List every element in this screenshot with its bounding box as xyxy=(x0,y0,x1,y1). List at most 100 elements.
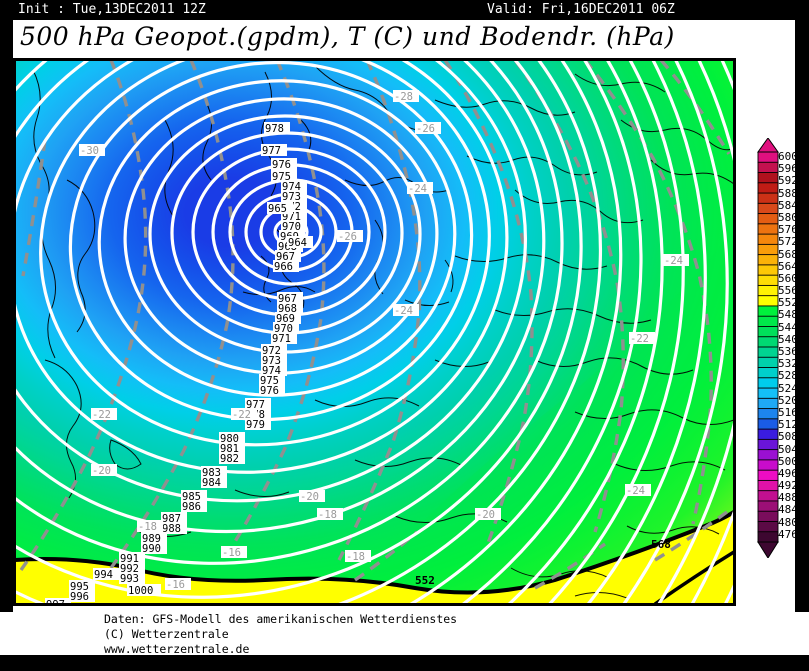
bottom-border xyxy=(0,655,809,671)
svg-text:978: 978 xyxy=(265,123,284,135)
svg-text:-20: -20 xyxy=(476,509,495,521)
colorbar-swatch xyxy=(757,346,779,359)
svg-text:982: 982 xyxy=(220,453,239,465)
colorbar-swatch xyxy=(757,202,779,215)
colorbar-tick-label: 588 xyxy=(778,186,798,200)
colorbar-tick-label: 564 xyxy=(778,259,798,273)
svg-text:1000: 1000 xyxy=(128,585,153,597)
colorbar-tick-label: 496 xyxy=(778,466,798,480)
right-border xyxy=(795,0,809,612)
colorbar-tick-label: 544 xyxy=(778,320,798,334)
colorbar-swatch xyxy=(757,295,779,307)
weather-map-canvas: 978 977 976 975 974 973 972 971 970 969 … xyxy=(15,60,734,604)
svg-text:-24: -24 xyxy=(626,485,645,497)
colorbar-tick-label: 500 xyxy=(778,454,798,468)
colorbar-swatch xyxy=(757,367,779,379)
colorbar-tick-label: 580 xyxy=(778,210,798,224)
colorbar-swatch xyxy=(757,438,779,451)
colorbar-swatch xyxy=(757,243,779,256)
colorbar-tick-label: 492 xyxy=(778,479,798,493)
colorbar-tick-label: 528 xyxy=(778,369,798,383)
colorbar-swatch xyxy=(757,326,779,338)
colorbar-swatches xyxy=(757,138,779,558)
colorbar-tick-label: 548 xyxy=(778,308,798,322)
svg-text:993: 993 xyxy=(120,573,139,585)
svg-text:552: 552 xyxy=(415,574,435,587)
svg-text:971: 971 xyxy=(272,333,291,345)
svg-text:997: 997 xyxy=(46,599,65,604)
colorbar-swatch xyxy=(757,428,779,441)
svg-text:965: 965 xyxy=(268,203,287,215)
colorbar-swatch xyxy=(757,336,779,348)
svg-text:966: 966 xyxy=(274,261,293,273)
colorbar-swatch xyxy=(757,469,779,482)
footer-website[interactable]: www.wetterzentrale.de xyxy=(104,642,250,656)
svg-text:976: 976 xyxy=(260,385,279,397)
svg-text:-26: -26 xyxy=(416,123,435,135)
colorbar-swatch xyxy=(757,264,779,276)
colorbar-swatch xyxy=(757,254,779,266)
svg-text:-20: -20 xyxy=(300,491,319,503)
svg-text:990: 990 xyxy=(142,543,161,555)
colorbar-tick-label: 516 xyxy=(778,405,798,419)
svg-text:-20: -20 xyxy=(92,465,111,477)
svg-text:-24: -24 xyxy=(408,183,427,195)
colorbar-swatch xyxy=(757,459,779,472)
page-title: 500 hPa Geopot.(gpdm), T (C) und Bodendr… xyxy=(20,22,675,51)
svg-text:979: 979 xyxy=(246,419,265,431)
svg-text:-28: -28 xyxy=(394,91,413,103)
svg-text:994: 994 xyxy=(94,569,113,581)
colorbar-swatch xyxy=(757,387,779,400)
svg-text:-22: -22 xyxy=(630,333,649,345)
colorbar-swatch xyxy=(757,305,779,318)
svg-text:-16: -16 xyxy=(222,547,241,559)
svg-text:-22: -22 xyxy=(232,409,251,421)
svg-text:-30: -30 xyxy=(80,145,99,157)
colorbar-swatch xyxy=(757,418,779,430)
colorbar-swatch xyxy=(757,172,779,184)
svg-text:996: 996 xyxy=(70,591,89,603)
svg-text:-24: -24 xyxy=(394,305,413,317)
colorbar-tick-label: 520 xyxy=(778,393,798,407)
valid-time-label: Valid: Fri,16DEC2011 06Z xyxy=(487,2,675,17)
colorbar-tick-label: 584 xyxy=(778,198,798,212)
colorbar-tick-label: 572 xyxy=(778,235,798,249)
svg-text:984: 984 xyxy=(202,477,221,489)
colorbar-swatch xyxy=(757,233,779,246)
footer-credits: Daten: GFS-Modell des amerikanischen Wet… xyxy=(104,612,704,657)
colorbar-tick-label: 592 xyxy=(778,174,798,188)
colorbar-swatch xyxy=(757,531,779,543)
footer-data-source: Daten: GFS-Modell des amerikanischen Wet… xyxy=(104,612,458,626)
init-time-label: Init : Tue,13DEC2011 12Z xyxy=(18,2,206,17)
svg-text:568: 568 xyxy=(651,538,671,551)
svg-text:-18: -18 xyxy=(138,521,157,533)
colorbar-tick-label: 576 xyxy=(778,223,798,237)
colorbar-swatch xyxy=(757,521,779,533)
colorbar-swatch xyxy=(757,315,779,328)
weather-map-panel[interactable]: 978 977 976 975 974 973 972 971 970 969 … xyxy=(13,58,736,606)
svg-text:-16: -16 xyxy=(166,579,185,591)
colorbar-swatch xyxy=(757,356,779,369)
colorbar-tick-label: 508 xyxy=(778,430,798,444)
colorbar-swatch xyxy=(757,182,779,194)
colorbar-tick-label: 504 xyxy=(778,442,798,456)
colorbar-tick-label: 568 xyxy=(778,247,798,261)
colorbar-swatch xyxy=(757,397,779,410)
colorbar-swatch xyxy=(757,490,779,502)
colorbar-swatch xyxy=(757,151,779,164)
colorbar-tick-label: 552 xyxy=(778,296,798,310)
colorbar-swatch xyxy=(757,449,779,461)
svg-text:986: 986 xyxy=(182,501,201,513)
colorbar-swatch xyxy=(757,223,779,235)
header-bar: Init : Tue,13DEC2011 12Z Valid: Fri,16DE… xyxy=(0,0,809,20)
colorbar-tick-label: 536 xyxy=(778,345,798,358)
svg-text:964: 964 xyxy=(288,237,307,249)
colorbar-tick-label: 524 xyxy=(778,381,798,395)
colorbar-swatch xyxy=(757,284,779,297)
colorbar-tick-label: 476 xyxy=(778,527,798,541)
svg-text:-22: -22 xyxy=(92,409,111,421)
svg-text:-18: -18 xyxy=(318,509,337,521)
colorbar-swatch xyxy=(757,479,779,492)
colorbar-tick-label: 540 xyxy=(778,332,798,346)
svg-text:-18: -18 xyxy=(346,551,365,563)
